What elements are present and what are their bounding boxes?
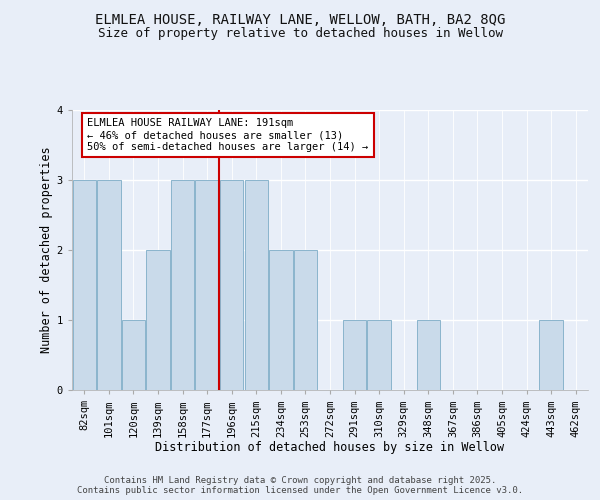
Text: Size of property relative to detached houses in Wellow: Size of property relative to detached ho… xyxy=(97,28,503,40)
Text: ELMLEA HOUSE RAILWAY LANE: 191sqm
← 46% of detached houses are smaller (13)
50% : ELMLEA HOUSE RAILWAY LANE: 191sqm ← 46% … xyxy=(88,118,369,152)
Bar xyxy=(220,180,244,390)
Bar xyxy=(122,320,145,390)
Bar xyxy=(73,180,96,390)
Bar xyxy=(245,180,268,390)
Text: Contains HM Land Registry data © Crown copyright and database right 2025.
Contai: Contains HM Land Registry data © Crown c… xyxy=(77,476,523,495)
Bar xyxy=(294,250,317,390)
X-axis label: Distribution of detached houses by size in Wellow: Distribution of detached houses by size … xyxy=(155,440,505,454)
Bar xyxy=(416,320,440,390)
Text: ELMLEA HOUSE, RAILWAY LANE, WELLOW, BATH, BA2 8QG: ELMLEA HOUSE, RAILWAY LANE, WELLOW, BATH… xyxy=(95,12,505,26)
Bar xyxy=(171,180,194,390)
Bar xyxy=(269,250,293,390)
Bar xyxy=(146,250,170,390)
Y-axis label: Number of detached properties: Number of detached properties xyxy=(40,146,53,354)
Bar xyxy=(343,320,366,390)
Bar xyxy=(367,320,391,390)
Bar xyxy=(97,180,121,390)
Bar xyxy=(196,180,219,390)
Bar xyxy=(539,320,563,390)
